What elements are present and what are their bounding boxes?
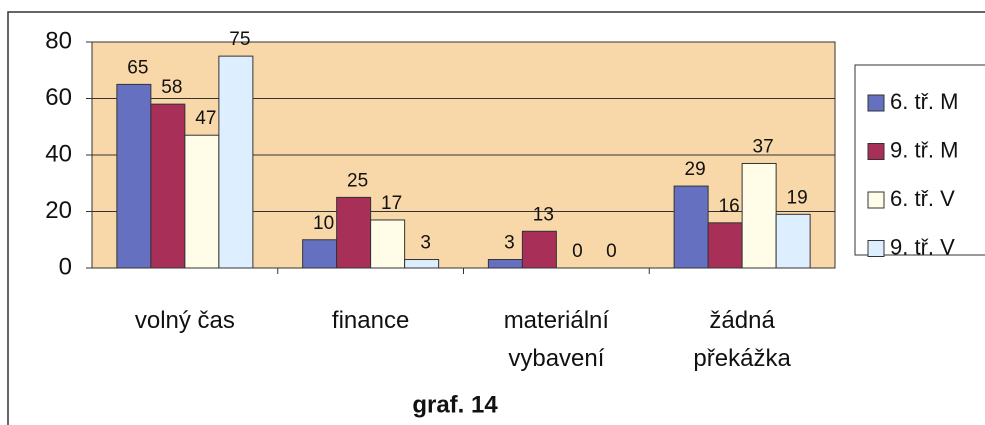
- data-label: 29: [685, 159, 706, 180]
- bar: [116, 83, 152, 269]
- legend-label: 9. tř. M: [890, 137, 958, 162]
- y-tick-label: 60: [45, 84, 72, 111]
- data-label: 0: [572, 241, 583, 262]
- bar: [775, 213, 811, 269]
- y-tick-label: 20: [45, 197, 72, 224]
- data-label: 13: [533, 204, 554, 225]
- bar: [150, 103, 186, 269]
- bar: [521, 230, 557, 269]
- legend-label: 6. tř. M: [890, 89, 958, 114]
- data-label: 47: [195, 108, 216, 129]
- bar: [336, 196, 372, 269]
- data-label: 65: [127, 57, 148, 78]
- legend-label: 9. tř. V: [890, 234, 955, 259]
- bar: [404, 259, 440, 269]
- data-label: 10: [313, 213, 334, 234]
- bar: [218, 55, 254, 269]
- x-tick-label: finance: [332, 307, 409, 334]
- chart-title: graf. 14: [412, 391, 498, 418]
- bar: [673, 185, 709, 269]
- legend-swatch: [867, 143, 885, 160]
- legend-swatch: [867, 191, 885, 209]
- bar: [707, 222, 743, 269]
- legend-swatch: [867, 94, 885, 112]
- x-tick-label: materiální vybavení: [504, 307, 610, 372]
- data-label: 75: [229, 29, 250, 50]
- bar: [741, 162, 777, 269]
- bar: [370, 219, 406, 269]
- data-label: 16: [719, 196, 740, 217]
- y-tick-label: 80: [45, 27, 72, 54]
- data-label: 58: [161, 77, 182, 98]
- data-label: 0: [606, 241, 617, 262]
- x-tick-label: žádná překážka: [693, 307, 791, 372]
- data-label: 3: [420, 233, 431, 254]
- bar: [184, 134, 220, 269]
- bar: [302, 239, 338, 269]
- legend-label: 6. tř. V: [890, 186, 955, 211]
- data-label: 25: [347, 170, 368, 191]
- y-tick-label: 40: [45, 140, 72, 167]
- data-label: 17: [381, 193, 402, 214]
- y-tick-label: 0: [59, 253, 72, 280]
- data-label: 37: [753, 136, 774, 157]
- bar: [487, 259, 523, 269]
- legend-swatch: [867, 240, 885, 257]
- x-tick-label: volný čas: [135, 307, 235, 334]
- data-label: 3: [504, 233, 515, 254]
- data-label: 19: [787, 187, 808, 208]
